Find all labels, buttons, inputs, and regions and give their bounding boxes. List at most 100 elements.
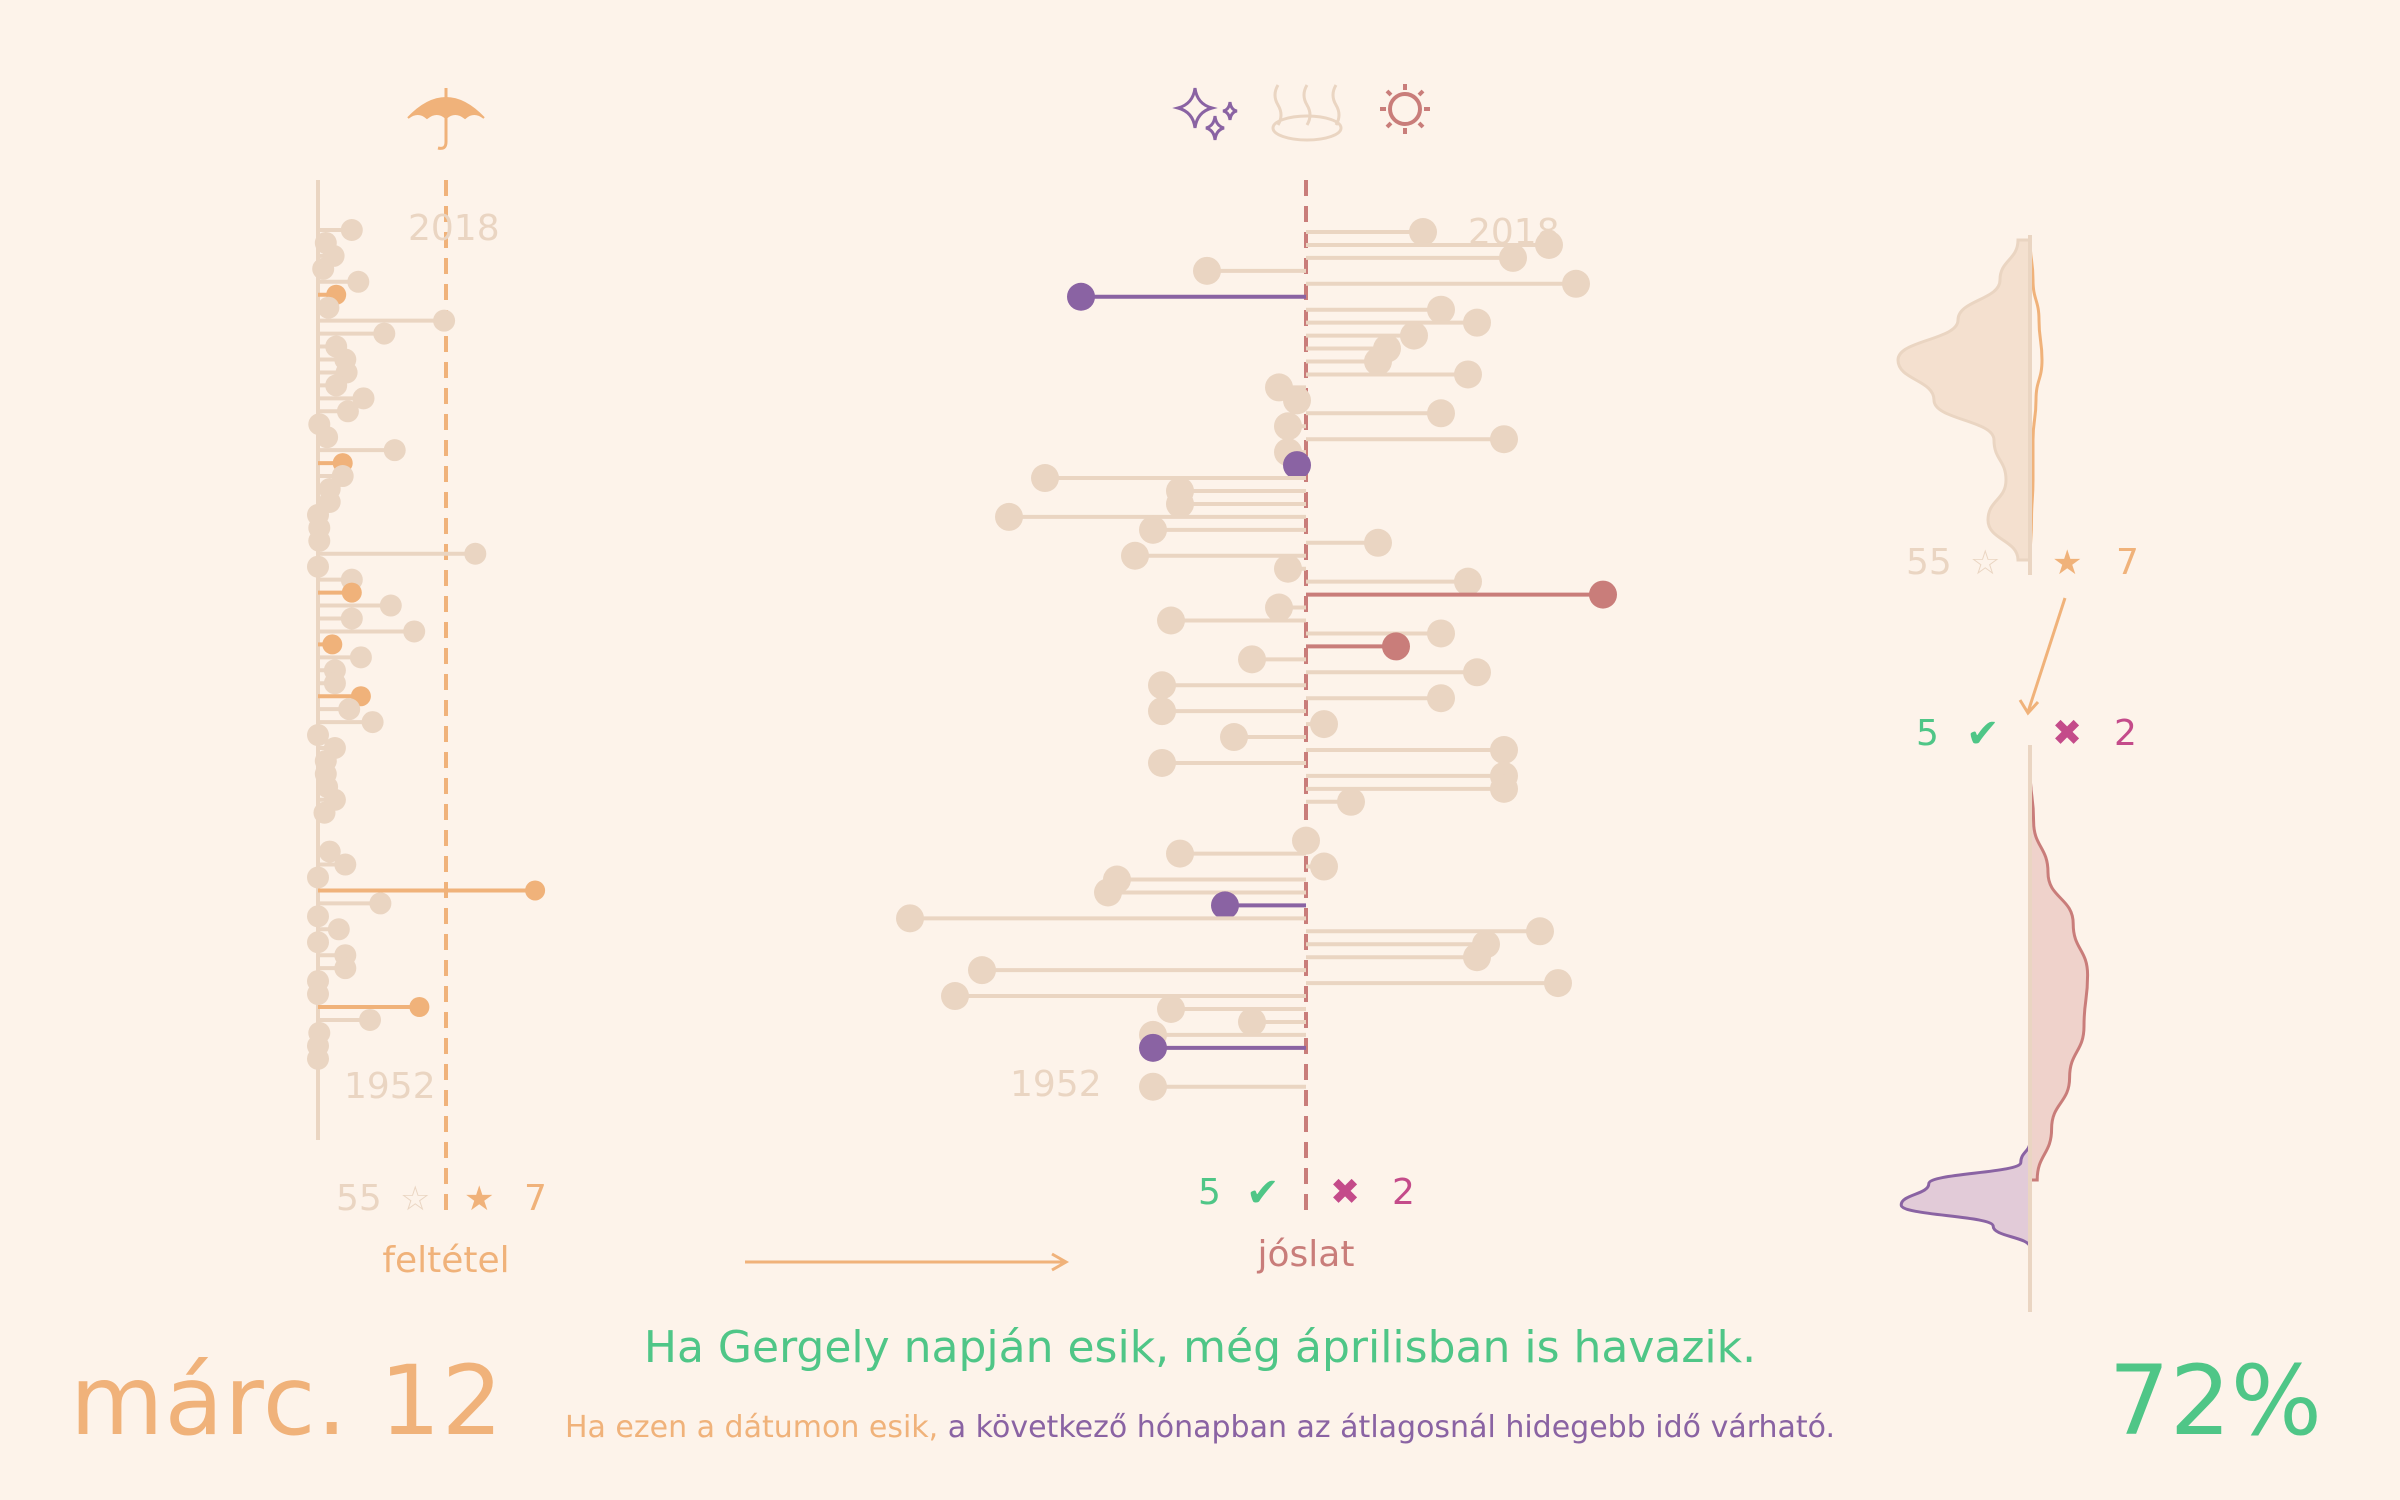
prediction-point <box>1139 1072 1167 1101</box>
distribution-count-yes: 7 <box>2116 542 2139 583</box>
prediction-point <box>1364 347 1392 376</box>
prediction-point <box>1283 451 1311 480</box>
prediction-point <box>1589 580 1617 609</box>
prediction-point <box>1382 632 1410 661</box>
prediction-point <box>941 982 969 1011</box>
prediction-point <box>1337 787 1365 816</box>
distribution-star-icon: ★ <box>2052 543 2082 583</box>
condition-point <box>409 997 430 1017</box>
probability-value: 72% <box>2108 1345 2322 1457</box>
prediction-point <box>1310 852 1338 881</box>
condition-count-no: 55 <box>336 1178 382 1219</box>
prediction-point <box>896 904 924 933</box>
prediction-point <box>1544 969 1572 998</box>
prediction-year-top: 2018 <box>1468 212 1560 253</box>
prediction-point <box>1166 489 1194 518</box>
condition-point <box>327 918 350 941</box>
prediction-point <box>1031 464 1059 493</box>
prediction-point <box>1463 308 1491 337</box>
condition-point <box>307 931 329 954</box>
prediction-point <box>1139 515 1167 544</box>
distribution-count-no: 55 <box>1906 542 1952 583</box>
prediction-point <box>1310 710 1338 739</box>
down-arrow-icon <box>2018 597 2067 716</box>
condition-point <box>334 853 357 876</box>
distribution-no-rain <box>1896 238 2032 562</box>
prediction-point <box>1193 256 1221 285</box>
condition-label: feltétel <box>382 1240 510 1281</box>
prediction-year-bottom: 1952 <box>1010 1064 1102 1105</box>
condition-point <box>373 322 396 345</box>
condition-point <box>307 555 329 578</box>
prediction-point <box>1157 606 1185 635</box>
condition-count-yes: 7 <box>524 1178 547 1219</box>
prediction-point <box>1535 230 1563 259</box>
prediction-point <box>1490 425 1518 454</box>
condition-point <box>361 711 384 734</box>
prediction-point <box>1157 995 1185 1023</box>
prediction-point <box>1400 321 1428 350</box>
star-icon: ★ <box>464 1179 494 1219</box>
distribution-panel <box>1896 238 2090 1290</box>
cross-icon: ✖ <box>1330 1172 1360 1213</box>
umbrella-icon <box>407 88 485 150</box>
prediction-point <box>1427 684 1455 713</box>
prediction-point <box>1427 399 1455 428</box>
prediction-point <box>1427 295 1455 324</box>
prediction-point <box>1094 878 1122 907</box>
distribution-empty-star-icon: ☆ <box>1970 543 2000 583</box>
condition-point <box>369 892 392 915</box>
distribution-cross-icon: ✖ <box>2052 713 2082 754</box>
condition-point <box>322 634 343 655</box>
condition-point <box>383 439 406 462</box>
condition-point <box>338 698 361 721</box>
explanation-text: Ha ezen a dátumon esik, a következő hóna… <box>0 1410 2400 1445</box>
condition-point <box>325 374 348 397</box>
condition-point <box>336 400 359 423</box>
prediction-label: jóslat <box>1257 1234 1355 1275</box>
condition-point <box>349 646 372 669</box>
condition-point <box>341 582 362 603</box>
condition-point <box>313 801 336 824</box>
condition-point <box>379 594 402 617</box>
prediction-count-correct: 5 <box>1198 1172 1221 1213</box>
prediction-point <box>1220 723 1248 752</box>
condition-point <box>316 426 339 449</box>
prediction-point <box>1211 891 1239 920</box>
distribution-cold <box>1899 1119 2032 1290</box>
condition-point <box>464 542 487 565</box>
prediction-point <box>1562 269 1590 298</box>
prediction-point <box>1526 917 1554 946</box>
prediction-point <box>1454 360 1482 389</box>
explanation-condition: Ha ezen a dátumon esik, <box>564 1410 939 1445</box>
prediction-point <box>1490 774 1518 803</box>
explanation-prediction: a következő hónapban az átlagosnál hideg… <box>947 1410 1836 1445</box>
distribution-count-correct: 5 <box>1916 713 1939 754</box>
distribution-warm <box>2028 769 2090 1182</box>
condition-point <box>307 905 329 928</box>
condition-point <box>317 296 340 319</box>
condition-point <box>308 529 331 552</box>
prediction-point <box>1166 839 1194 868</box>
condition-point <box>340 219 363 241</box>
condition-point <box>352 387 375 410</box>
prediction-point <box>995 502 1023 531</box>
prediction-point <box>1463 943 1491 972</box>
prediction-point <box>1292 826 1320 855</box>
condition-point <box>307 983 329 1006</box>
condition-year-bottom: 1952 <box>344 1066 436 1107</box>
saying-text: Ha Gergely napján esik, még áprilisban i… <box>643 1322 1757 1373</box>
condition-point <box>433 309 456 332</box>
sun-icon <box>1380 84 1430 134</box>
condition-point <box>307 724 329 747</box>
condition-lollipops <box>307 219 546 1070</box>
prediction-point <box>1148 671 1176 700</box>
empty-star-icon: ☆ <box>400 1179 430 1219</box>
prediction-point <box>1463 658 1491 687</box>
sparkles-icon <box>1172 87 1238 141</box>
date-label: márc. 12 <box>70 1345 504 1457</box>
distribution-check-icon: ✔ <box>1966 711 2000 757</box>
condition-point <box>318 840 341 863</box>
prediction-point <box>1238 645 1266 674</box>
